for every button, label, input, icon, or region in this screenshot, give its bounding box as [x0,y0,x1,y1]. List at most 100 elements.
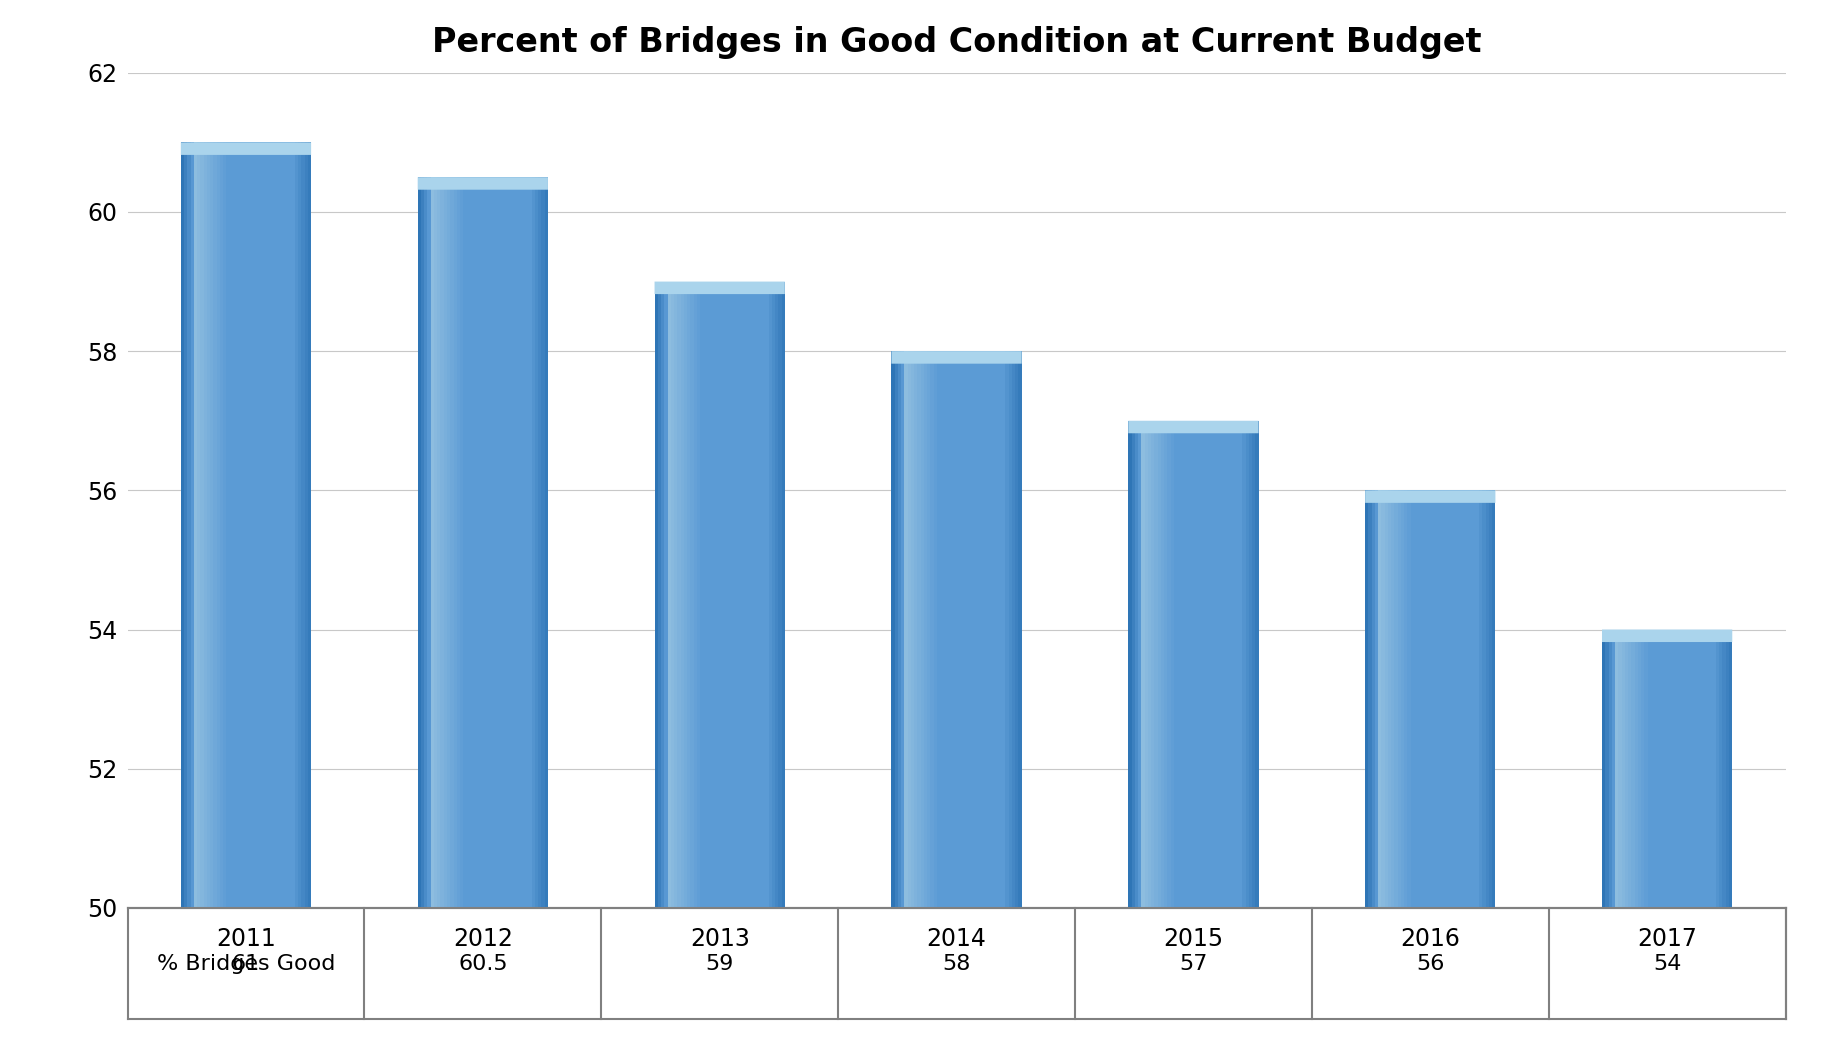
Bar [301,142,304,908]
Bar [973,352,977,908]
Bar [918,352,920,908]
Bar [262,142,266,908]
Bar [525,177,528,908]
Bar [1219,421,1223,908]
Bar [1232,421,1235,908]
Bar [450,177,454,908]
Bar [271,142,275,908]
Bar [430,177,434,908]
Bar [459,177,463,908]
Bar [250,142,253,908]
Bar [1246,421,1248,908]
Bar [1226,421,1230,908]
Bar [242,142,246,908]
Bar [1018,352,1022,908]
Bar [1691,629,1693,908]
Bar [1476,490,1479,908]
Bar [670,282,674,908]
Bar [1647,629,1651,908]
Bar [674,282,678,908]
Bar [891,352,895,908]
Bar [1463,490,1467,908]
Bar [421,177,425,908]
Bar [417,177,421,908]
Bar [230,142,233,908]
Bar [519,177,521,908]
Bar [503,177,507,908]
Bar [1671,629,1674,908]
Bar [1388,490,1392,908]
Bar [1141,421,1144,908]
Bar [1213,421,1217,908]
Bar [1421,490,1423,908]
Bar [1248,421,1252,908]
Bar [213,142,217,908]
Bar [1184,421,1186,908]
Bar [246,142,250,908]
Bar [1696,629,1700,908]
Bar [1456,490,1459,908]
Bar [782,282,785,908]
Bar [434,177,437,908]
Bar [1401,490,1405,908]
Bar [667,282,670,908]
Bar [1392,490,1394,908]
Bar [282,142,284,908]
Bar [499,177,503,908]
Bar [989,352,993,908]
Bar [949,352,953,908]
Bar [749,282,752,908]
Bar [1489,490,1492,908]
Bar [1629,629,1631,908]
Bar [732,282,736,908]
Bar [292,142,295,908]
Bar [769,282,773,908]
Bar [1605,629,1609,908]
Bar [944,352,947,908]
Bar [1612,629,1614,908]
Bar [1642,629,1643,908]
Bar [1164,421,1168,908]
Bar [902,352,904,908]
Bar [745,282,749,908]
Bar [180,142,184,908]
Bar [532,177,536,908]
Bar [1684,629,1687,908]
Bar [1376,490,1377,908]
Bar [1479,490,1483,908]
Bar [1135,421,1139,908]
Bar [933,352,937,908]
Bar [1483,490,1485,908]
Bar [1631,629,1634,908]
Bar [911,352,915,908]
Bar [191,142,193,908]
Bar [1128,421,1131,908]
Bar [483,177,486,908]
Bar [986,352,989,908]
Text: 58: 58 [942,954,971,973]
Bar [898,352,902,908]
Bar [1625,629,1629,908]
Bar [476,177,479,908]
Bar [1454,490,1456,908]
Bar [964,352,966,908]
Bar [654,282,658,908]
Bar [536,177,537,908]
Bar [1716,629,1720,908]
Bar [528,177,532,908]
Bar [1693,629,1696,908]
Bar [729,282,732,908]
Bar [1469,490,1472,908]
Bar [995,352,998,908]
Text: 57: 57 [1179,954,1208,973]
Bar [953,352,957,908]
Bar [445,177,446,908]
Bar [193,142,197,908]
FancyBboxPatch shape [417,177,548,189]
Bar [479,177,483,908]
Bar [275,142,279,908]
Bar [736,282,740,908]
FancyBboxPatch shape [891,352,1022,364]
Bar [537,177,541,908]
Bar [1197,421,1201,908]
